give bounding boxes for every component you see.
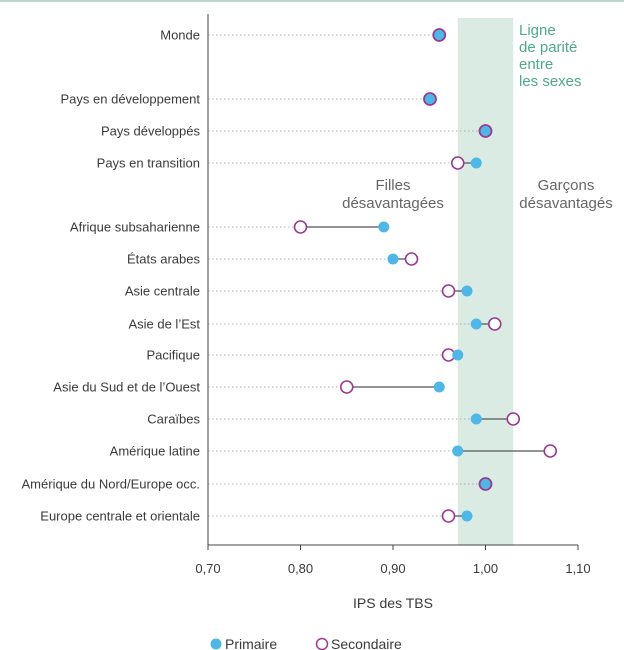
- point-secondary: [432, 28, 447, 42]
- parity-band: [457, 18, 514, 545]
- x-tick-label: 0,70: [195, 561, 220, 576]
- parity-label-line: les sexes: [519, 73, 582, 90]
- category-label: Pays en transition: [97, 156, 200, 171]
- legend: Primaire Secondaire: [210, 636, 402, 650]
- annotation-left-line: désavantagées: [342, 195, 444, 212]
- annotation-right-line: Garçons: [538, 177, 595, 194]
- point-primary: [378, 221, 390, 233]
- parity-label-line: de parité: [519, 39, 577, 56]
- point-primary: [461, 510, 473, 522]
- point-secondary: [404, 252, 419, 266]
- category-label: Amérique latine: [110, 444, 200, 459]
- point-secondary: [441, 284, 456, 298]
- point-secondary: [441, 509, 456, 523]
- category-label: Europe centrale et orientale: [40, 509, 200, 524]
- parity-label-line: entre: [519, 56, 553, 73]
- point-primary: [470, 413, 482, 425]
- category-label: Pacifique: [147, 348, 200, 363]
- category-label: Pays développés: [101, 124, 201, 139]
- point-primary: [470, 318, 482, 330]
- legend-secondary-marker: [315, 637, 329, 650]
- category-label: Monde: [160, 28, 200, 43]
- category-label: Asie du Sud et de l’Ouest: [53, 380, 200, 395]
- top-rule: [0, 0, 624, 2]
- x-tick-label: 1,00: [473, 561, 498, 576]
- row-guides: [208, 34, 486, 517]
- category-label: Asie centrale: [125, 284, 200, 299]
- x-tick-label: 0,80: [288, 561, 313, 576]
- point-secondary: [293, 220, 308, 234]
- x-tick-label: 0,90: [380, 561, 405, 576]
- category-label: Pays en développement: [61, 92, 201, 107]
- category-label: Afrique subsaharienne: [70, 220, 200, 235]
- data-points: [293, 28, 558, 523]
- legend-primary-label: Primaire: [225, 636, 277, 650]
- x-tick-label: 1,10: [565, 561, 590, 576]
- category-label: Caraïbes: [147, 412, 200, 427]
- x-axis: 0,70 0,80 0,90 1,00 1,10: [195, 14, 591, 576]
- point-secondary: [450, 156, 465, 170]
- point-primary: [461, 285, 473, 297]
- point-secondary: [339, 380, 354, 394]
- category-label: États arabes: [127, 252, 200, 267]
- legend-primary-marker: [210, 638, 222, 650]
- category-labels: Monde Pays en développement Pays développé…: [22, 28, 201, 524]
- category-label: Asie de l’Est: [128, 317, 200, 332]
- point-primary: [470, 157, 482, 169]
- point-secondary: [423, 92, 437, 106]
- point-secondary: [478, 124, 493, 138]
- annotation-right-line: désavantagés: [519, 195, 612, 212]
- point-secondary: [543, 444, 558, 458]
- parity-label-line: Ligne: [519, 22, 556, 39]
- point-primary: [433, 381, 445, 393]
- category-label: Amérique du Nord/Europe occ.: [22, 477, 200, 492]
- point-primary: [452, 349, 464, 361]
- legend-secondary-label: Secondaire: [331, 636, 402, 650]
- point-secondary: [478, 477, 493, 491]
- point-secondary: [487, 317, 502, 331]
- point-primary: [387, 253, 399, 265]
- x-axis-title: IPS des TBS: [353, 595, 433, 611]
- point-secondary: [506, 412, 521, 426]
- point-primary: [452, 445, 464, 457]
- annotation-left-line: Filles: [375, 177, 410, 194]
